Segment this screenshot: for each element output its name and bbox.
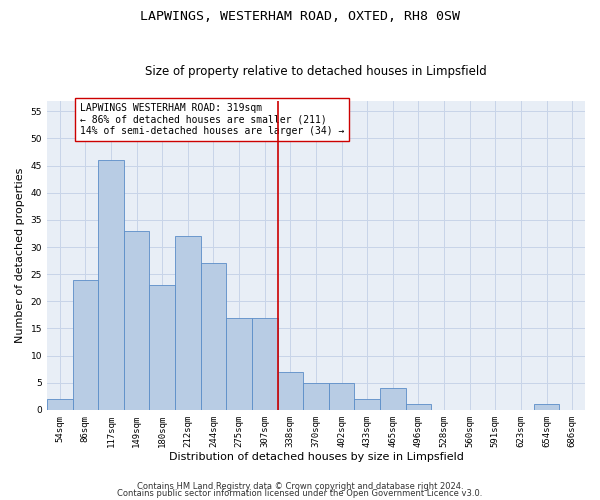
Bar <box>278 372 303 410</box>
Title: Size of property relative to detached houses in Limpsfield: Size of property relative to detached ho… <box>145 66 487 78</box>
Text: LAPWINGS WESTERHAM ROAD: 319sqm
← 86% of detached houses are smaller (211)
14% o: LAPWINGS WESTERHAM ROAD: 319sqm ← 86% of… <box>80 103 344 136</box>
Y-axis label: Number of detached properties: Number of detached properties <box>15 168 25 343</box>
Bar <box>149 285 175 410</box>
Bar <box>355 399 380 410</box>
Bar <box>406 404 431 410</box>
Bar <box>329 382 355 410</box>
Bar <box>252 318 278 410</box>
Bar <box>73 280 98 410</box>
Bar <box>303 382 329 410</box>
X-axis label: Distribution of detached houses by size in Limpsfield: Distribution of detached houses by size … <box>169 452 463 462</box>
Bar <box>200 264 226 410</box>
Bar <box>534 404 559 410</box>
Text: LAPWINGS, WESTERHAM ROAD, OXTED, RH8 0SW: LAPWINGS, WESTERHAM ROAD, OXTED, RH8 0SW <box>140 10 460 23</box>
Bar <box>175 236 200 410</box>
Text: Contains HM Land Registry data © Crown copyright and database right 2024.: Contains HM Land Registry data © Crown c… <box>137 482 463 491</box>
Bar <box>226 318 252 410</box>
Bar <box>98 160 124 410</box>
Bar <box>124 230 149 410</box>
Bar <box>380 388 406 410</box>
Bar <box>47 399 73 410</box>
Text: Contains public sector information licensed under the Open Government Licence v3: Contains public sector information licen… <box>118 490 482 498</box>
